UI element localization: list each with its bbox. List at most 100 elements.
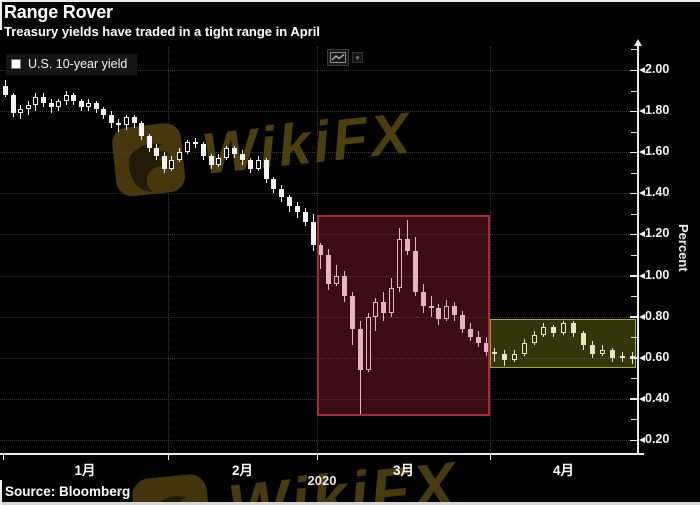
candle-body <box>124 117 129 126</box>
y-tick-label: 1.40 <box>645 185 670 200</box>
candle-body <box>78 100 84 107</box>
candle-body <box>512 353 517 360</box>
candle-body <box>287 197 293 206</box>
candle-body <box>56 100 62 107</box>
chart-type-button[interactable] <box>327 49 349 66</box>
y-tick-label: 1.60 <box>645 144 670 159</box>
march-range-box <box>317 214 490 417</box>
y-minor-tick <box>631 255 637 256</box>
y-tick-arrow-icon <box>639 149 645 156</box>
y-major-tick <box>630 275 637 277</box>
gridline-h <box>0 111 637 113</box>
gridline-h <box>0 193 637 195</box>
y-tick-arrow-icon <box>639 437 645 443</box>
candle-body <box>101 109 107 116</box>
candle-body <box>357 329 363 371</box>
candle-body <box>108 115 114 124</box>
y-tick-label: 1.80 <box>645 103 670 118</box>
top-border <box>0 0 700 2</box>
candle-body <box>255 160 261 169</box>
y-axis-line <box>637 46 639 455</box>
y-tick-label: 1.20 <box>645 226 670 241</box>
candle-body <box>279 189 285 198</box>
candle-body <box>349 296 355 329</box>
candle-body <box>561 322 566 334</box>
candle-body <box>200 144 206 157</box>
candle-body <box>3 86 9 95</box>
gridline-h <box>0 152 637 154</box>
y-tick-arrow-icon <box>639 67 645 73</box>
candle-body <box>580 333 586 346</box>
candle-body <box>551 326 557 334</box>
april-range-box <box>490 318 636 369</box>
candle-body <box>397 238 403 288</box>
candle-body <box>483 343 489 352</box>
gridline-v <box>490 47 491 452</box>
candle-body <box>139 123 145 136</box>
candle-body <box>444 306 450 319</box>
candle-body <box>590 345 596 354</box>
chart-type-dropdown[interactable]: ▾ <box>352 52 363 63</box>
x-axis-year-label: 2020 <box>307 473 337 488</box>
y-major-tick <box>630 192 637 195</box>
left-top-border <box>0 0 2 30</box>
candle-body <box>475 337 481 344</box>
y-tick-label: 0.80 <box>645 308 670 323</box>
gridline-h <box>0 70 637 71</box>
candle-body <box>521 343 527 354</box>
candle-body <box>192 141 198 144</box>
candle-body <box>334 275 340 284</box>
candle-body <box>86 102 92 107</box>
x-axis-tick <box>317 455 318 460</box>
candle-body <box>302 211 308 223</box>
candle-body <box>161 156 167 169</box>
y-minor-tick <box>631 419 637 421</box>
x-month-label: 4月 <box>552 463 574 478</box>
candle-wick <box>494 347 496 362</box>
candle-body <box>154 148 160 157</box>
candle-body <box>208 156 214 165</box>
candle-body <box>41 96 46 103</box>
candle-body <box>412 250 418 292</box>
candle-body <box>373 302 379 317</box>
candle-body <box>342 275 348 297</box>
candle-body <box>492 351 498 354</box>
x-month-label: 2月 <box>231 463 253 478</box>
legend-item-us-10-year-yield[interactable]: U.S. 10-year yield <box>6 54 138 75</box>
candle-wick <box>118 119 120 132</box>
candle-body <box>310 222 316 245</box>
candle-body <box>63 94 69 101</box>
page-title: Range Rover <box>4 2 113 22</box>
y-major-tick <box>630 69 637 71</box>
candle-body <box>185 141 191 153</box>
y-tick-label: 0.60 <box>645 349 670 364</box>
candle-wick <box>336 265 338 286</box>
candle-body <box>48 102 54 107</box>
x-axis-tick <box>490 455 491 460</box>
candle-body <box>224 148 230 159</box>
x-month-label: 1月 <box>74 463 96 478</box>
candle-body <box>420 292 426 307</box>
legend-swatch-icon <box>11 59 21 69</box>
candle-body <box>570 322 576 334</box>
y-tick-label: 1.00 <box>645 267 670 282</box>
candle-body <box>326 255 332 284</box>
candle-body <box>169 160 175 169</box>
candle-body <box>232 148 238 155</box>
y-minor-tick <box>631 172 637 174</box>
y-tick-label: 0.40 <box>645 390 670 405</box>
y-major-tick <box>630 316 637 318</box>
candle-body <box>131 117 137 124</box>
y-minor-tick <box>631 337 637 339</box>
page-subtitle: Treasury yields have traded in a tight r… <box>4 24 320 39</box>
candle-body <box>381 302 387 313</box>
candle-body <box>71 94 77 101</box>
x-axis-line <box>0 452 644 455</box>
candle-body <box>600 349 606 354</box>
candle-body <box>452 306 458 315</box>
candle-body <box>247 160 253 169</box>
candle-body <box>25 104 31 110</box>
candle-body <box>240 154 245 161</box>
y-minor-tick <box>631 213 637 215</box>
